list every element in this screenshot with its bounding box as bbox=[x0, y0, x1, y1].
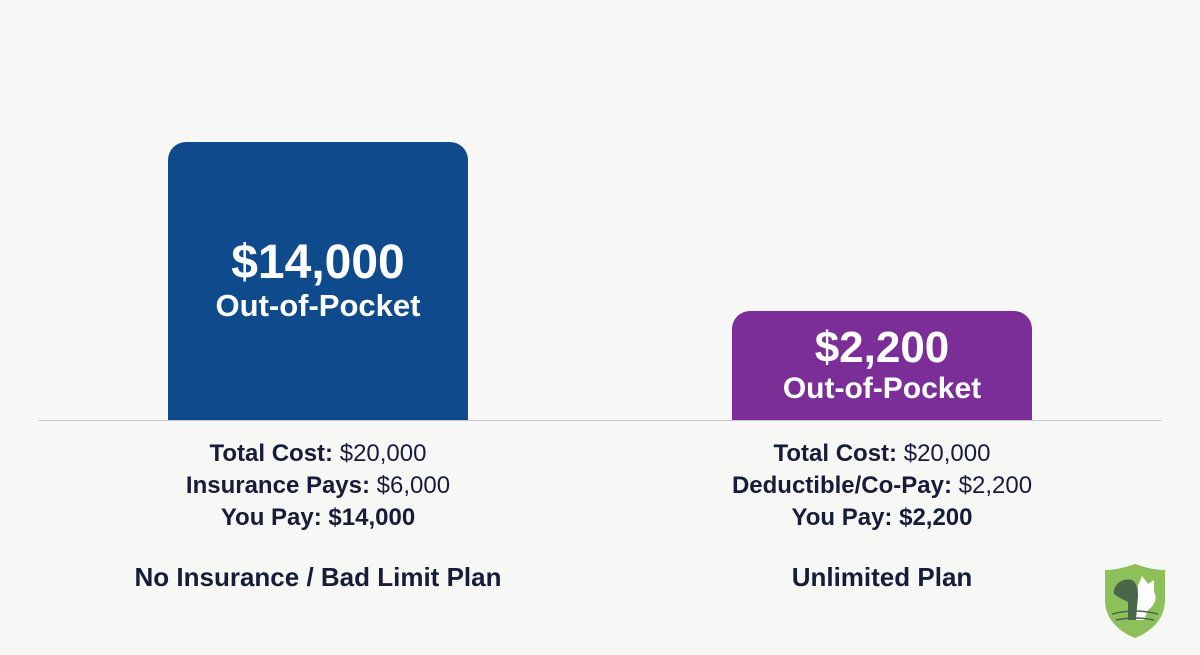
details-unlimited: Total Cost: $20,000 Deductible/Co-Pay: $… bbox=[682, 438, 1082, 534]
detail-line: Insurance Pays: $6,000 bbox=[118, 470, 518, 502]
category-label: No Insurance / Bad Limit Plan bbox=[134, 562, 502, 592]
detail-label: Insurance Pays: bbox=[185, 472, 370, 499]
baseline bbox=[38, 420, 1162, 421]
detail-line: Total Cost: $20,000 bbox=[682, 438, 1082, 470]
detail-line: You Pay: $2,200 bbox=[682, 502, 1082, 534]
bar-no-insurance: $14,000 Out-of-Pocket bbox=[168, 142, 468, 420]
detail-value: $20,000 bbox=[339, 440, 427, 467]
detail-label: You Pay: bbox=[791, 504, 893, 531]
detail-value: $20,000 bbox=[903, 440, 991, 467]
detail-value: $14,000 bbox=[328, 504, 416, 531]
detail-label: Total Cost: bbox=[209, 440, 334, 467]
detail-line: You Pay: $14,000 bbox=[118, 502, 518, 534]
detail-value: $2,200 bbox=[899, 504, 973, 531]
details-no-insurance: Total Cost: $20,000 Insurance Pays: $6,0… bbox=[118, 438, 518, 534]
detail-label: You Pay: bbox=[220, 504, 322, 531]
detail-value: $2,200 bbox=[958, 472, 1033, 499]
bar-value-label: $14,000 bbox=[231, 235, 405, 289]
detail-line: Total Cost: $20,000 bbox=[118, 438, 518, 470]
shield-dog-cat-icon bbox=[1105, 564, 1165, 638]
detail-value: $6,000 bbox=[376, 472, 451, 499]
bar-value-label: $2,200 bbox=[814, 323, 950, 373]
bar-unlimited-plan: $2,200 Out-of-Pocket bbox=[732, 311, 1032, 420]
detail-label: Deductible/Co-Pay: bbox=[731, 472, 952, 499]
detail-label: Total Cost: bbox=[773, 440, 898, 467]
bar-sub-label: Out-of-Pocket bbox=[782, 371, 982, 405]
bar-sub-label: Out-of-Pocket bbox=[215, 288, 421, 324]
category-label: Unlimited Plan bbox=[791, 562, 973, 592]
detail-line: Deductible/Co-Pay: $2,200 bbox=[682, 470, 1082, 502]
